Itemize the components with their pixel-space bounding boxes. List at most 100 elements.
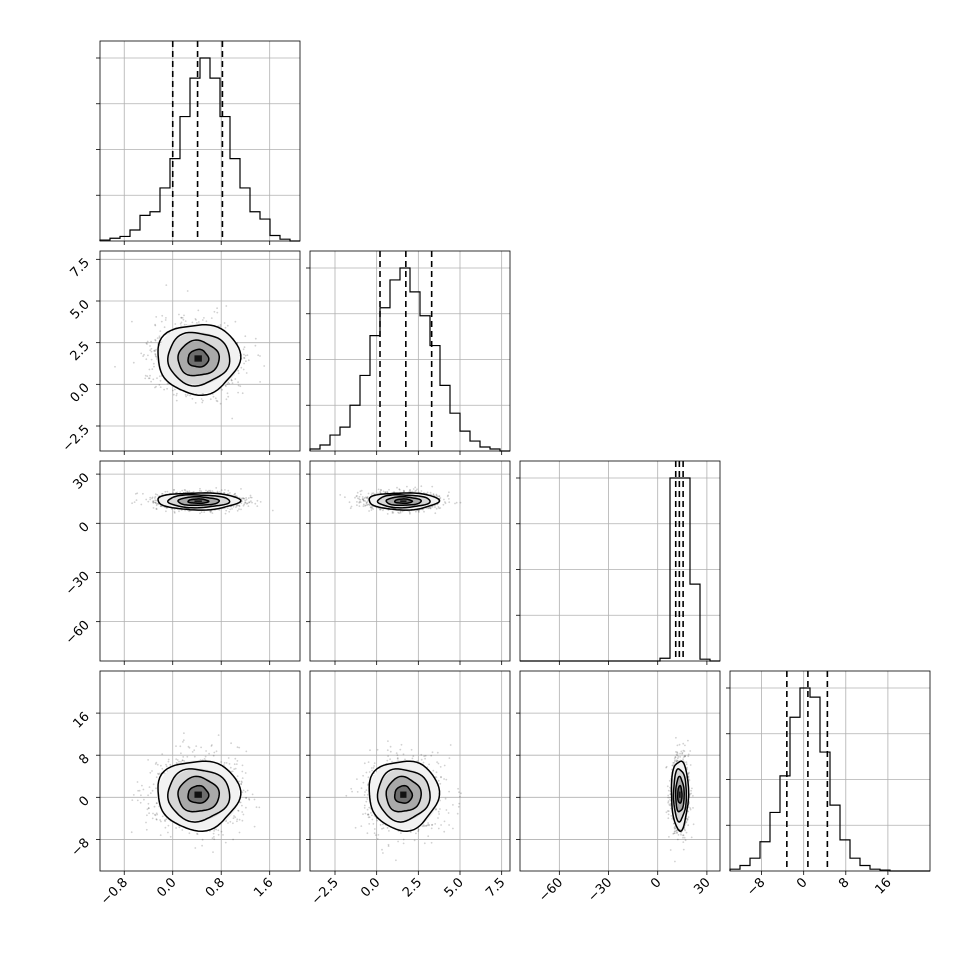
sample-point — [155, 761, 158, 764]
sample-point — [237, 384, 240, 387]
sample-point — [392, 511, 395, 514]
sample-point — [218, 509, 221, 511]
sample-point — [403, 490, 405, 493]
sample-point — [242, 368, 245, 371]
sample-point — [208, 489, 210, 492]
sample-point — [188, 510, 191, 513]
sample-point — [175, 394, 178, 397]
sample-point — [173, 512, 176, 514]
sample-point — [216, 490, 219, 493]
sample-point — [153, 349, 156, 352]
sample-point — [225, 385, 227, 387]
joint-content — [339, 485, 462, 515]
sample-point — [154, 386, 156, 389]
sample-point — [215, 750, 218, 753]
sample-point — [427, 507, 430, 509]
sample-point — [145, 358, 148, 361]
sample-point — [401, 510, 404, 513]
sample-point — [362, 499, 365, 502]
sample-point — [232, 817, 235, 820]
sample-point — [219, 324, 222, 326]
sample-point — [384, 491, 387, 493]
sample-point — [443, 498, 445, 501]
sample-point — [248, 798, 250, 800]
sample-point — [159, 505, 162, 507]
sample-point — [135, 499, 138, 501]
sample-point — [155, 508, 158, 510]
sample-point — [173, 508, 176, 511]
sample-point — [249, 494, 252, 497]
sample-point — [176, 392, 178, 395]
sample-point — [154, 339, 157, 342]
sample-point — [364, 496, 367, 499]
sample-point — [220, 761, 223, 763]
sample-point — [154, 501, 157, 504]
sample-point — [228, 510, 231, 513]
sample-point — [231, 770, 234, 773]
sample-point — [216, 311, 219, 314]
sample-point — [179, 745, 182, 748]
sample-point — [181, 489, 184, 492]
sample-point — [408, 489, 411, 491]
sample-point — [153, 497, 156, 499]
sample-point — [211, 490, 214, 492]
sample-point — [223, 762, 226, 764]
sample-point — [151, 770, 153, 772]
panel-frame — [729, 670, 931, 872]
sample-point — [240, 783, 243, 786]
sample-point — [155, 316, 158, 318]
sample-point — [435, 493, 438, 496]
sample-point — [212, 851, 214, 853]
sample-point — [182, 756, 185, 758]
sample-point — [245, 502, 248, 505]
contour-line — [167, 494, 231, 509]
sample-point — [361, 496, 364, 498]
sample-point — [397, 511, 399, 514]
hist-panel-p3 — [516, 460, 721, 665]
sample-point — [251, 501, 253, 504]
sample-point — [176, 491, 179, 494]
sample-point — [165, 510, 167, 513]
sample-point — [155, 348, 158, 351]
sample-point — [382, 490, 385, 493]
sample-point — [194, 318, 197, 320]
sample-point — [214, 397, 217, 400]
sample-point — [271, 509, 274, 512]
sample-point — [241, 804, 243, 807]
sample-point — [178, 313, 180, 316]
sample-point — [152, 500, 155, 503]
histogram-p2 — [309, 267, 510, 452]
sample-point — [422, 508, 424, 511]
sample-point — [165, 284, 168, 286]
sample-point — [133, 501, 136, 503]
sample-point — [158, 336, 161, 339]
hist-panel-p4 — [726, 670, 931, 875]
sample-point — [148, 377, 151, 380]
sample-point — [362, 503, 365, 506]
sample-point — [362, 498, 365, 501]
sample-point — [423, 510, 425, 513]
sample-point — [178, 510, 180, 513]
sample-point — [230, 742, 233, 745]
sample-point — [145, 498, 148, 501]
sample-point — [234, 492, 237, 495]
sample-point — [454, 502, 456, 505]
sample-point — [242, 497, 245, 500]
sample-point — [160, 505, 162, 508]
sample-point — [366, 503, 369, 506]
sample-point — [155, 502, 157, 505]
sample-point — [184, 320, 187, 322]
sample-point — [244, 501, 247, 504]
sample-point — [364, 500, 367, 502]
sample-point — [146, 375, 149, 378]
sample-point — [153, 350, 155, 352]
sample-point — [435, 494, 438, 497]
sample-point — [154, 499, 157, 502]
sample-point — [220, 489, 223, 491]
sample-point — [429, 491, 432, 494]
sample-point — [205, 489, 207, 492]
sample-point — [240, 508, 242, 511]
joint-panel-p1-p3 — [96, 460, 301, 665]
sample-point — [234, 320, 237, 323]
sample-point — [398, 488, 401, 491]
